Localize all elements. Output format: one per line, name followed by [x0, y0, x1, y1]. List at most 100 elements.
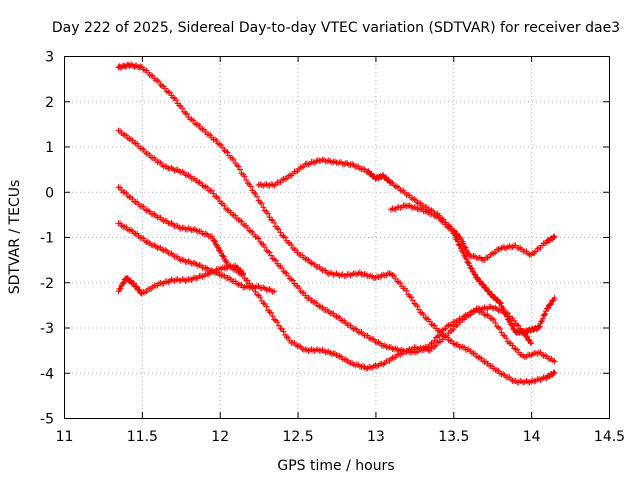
data-point — [303, 256, 310, 263]
data-point — [199, 273, 206, 280]
data-point — [240, 270, 247, 277]
data-point — [428, 321, 435, 328]
data-point — [271, 288, 278, 295]
x-axis-label: GPS time / hours — [277, 458, 394, 474]
x-tick-label: 11 — [56, 429, 74, 445]
data-point — [145, 238, 152, 245]
data-point — [208, 134, 215, 141]
data-point — [173, 97, 180, 104]
data-point — [408, 294, 415, 301]
data-point — [409, 297, 416, 304]
data-point — [454, 238, 461, 245]
data-point — [463, 255, 470, 262]
data-point — [451, 231, 458, 238]
data-series — [115, 61, 558, 386]
data-point — [263, 303, 270, 310]
data-point — [277, 325, 284, 332]
data-point — [310, 347, 317, 354]
x-tick-label: 13 — [367, 429, 385, 445]
data-point — [268, 287, 275, 294]
data-point — [317, 303, 324, 310]
data-point — [495, 324, 502, 331]
data-point — [179, 105, 186, 112]
data-point — [120, 279, 127, 286]
data-point — [165, 88, 172, 95]
y-tick-label: 0 — [45, 185, 54, 201]
y-tick-label: -4 — [40, 366, 54, 382]
data-point — [311, 299, 318, 306]
data-point — [236, 166, 243, 173]
data-point — [145, 207, 152, 214]
data-point — [182, 110, 189, 117]
data-point — [257, 294, 264, 301]
data-point — [460, 249, 467, 256]
data-point — [493, 323, 500, 330]
data-point — [291, 246, 298, 253]
data-point — [235, 163, 242, 170]
y-tick-label: 3 — [45, 50, 54, 66]
data-point — [296, 343, 303, 350]
data-point — [539, 315, 546, 322]
data-point — [117, 285, 124, 292]
data-point — [258, 200, 265, 207]
data-point — [127, 135, 134, 142]
data-point — [497, 299, 503, 306]
data-point — [247, 228, 254, 235]
data-point — [157, 81, 164, 88]
data-point — [121, 223, 128, 230]
data-point — [145, 150, 152, 157]
data-point — [280, 328, 287, 335]
data-point — [255, 235, 262, 242]
data-point — [149, 72, 156, 79]
data-point — [484, 312, 491, 319]
series-sat-3 — [115, 184, 535, 372]
data-point — [252, 190, 259, 197]
data-point — [403, 287, 410, 294]
data-point — [236, 281, 243, 288]
data-point — [397, 280, 404, 287]
data-point — [166, 89, 173, 96]
data-point — [184, 111, 191, 118]
data-point — [497, 325, 503, 332]
data-point — [327, 349, 334, 356]
data-point — [505, 316, 512, 323]
data-point — [121, 131, 128, 138]
data-point — [222, 205, 229, 212]
data-point — [482, 284, 489, 291]
data-point — [223, 259, 230, 266]
data-point — [241, 173, 248, 180]
data-point — [193, 261, 200, 268]
y-tick-label: 1 — [45, 140, 54, 156]
data-point — [493, 366, 500, 373]
data-point — [264, 210, 271, 217]
data-point — [489, 315, 496, 322]
data-point — [459, 248, 466, 255]
data-point — [501, 244, 508, 251]
data-point — [321, 267, 328, 274]
data-point — [534, 245, 541, 252]
data-point — [221, 202, 228, 209]
data-point — [271, 219, 278, 226]
data-point — [210, 190, 217, 197]
data-point — [238, 218, 245, 225]
data-point — [411, 300, 418, 307]
data-point — [551, 358, 558, 365]
data-point — [394, 183, 401, 190]
data-point — [544, 305, 551, 312]
data-point — [419, 310, 426, 317]
data-point — [335, 313, 342, 320]
x-tick-label: 11.5 — [127, 429, 158, 445]
data-point — [177, 257, 184, 264]
data-point — [268, 310, 275, 317]
x-tick-label: 14.5 — [594, 429, 625, 445]
data-point — [162, 217, 169, 224]
plot-frame — [64, 56, 610, 419]
data-point — [215, 244, 222, 251]
data-point — [285, 334, 292, 341]
data-point — [285, 272, 292, 279]
data-point — [317, 157, 324, 164]
data-point — [207, 132, 214, 139]
data-point — [465, 312, 472, 319]
data-point — [215, 195, 222, 202]
